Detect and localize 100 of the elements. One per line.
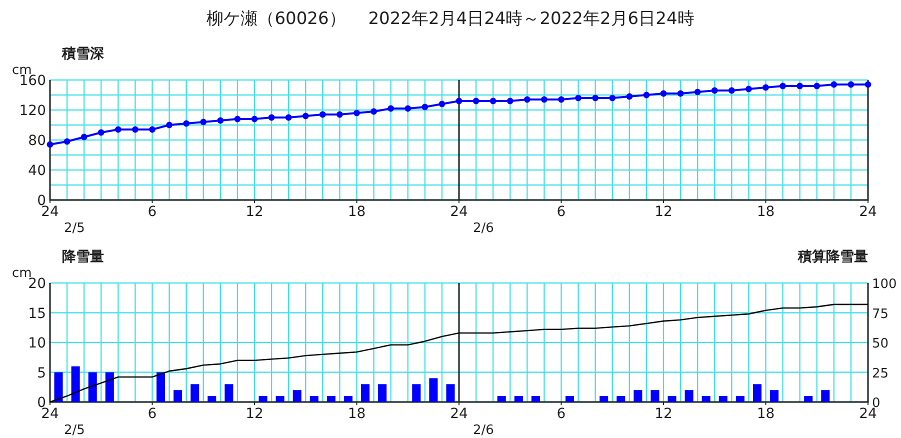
bar: [208, 396, 216, 402]
y-tick-label: 5: [37, 365, 46, 382]
point: [370, 108, 377, 115]
bar: [616, 396, 626, 402]
point: [132, 126, 138, 133]
point: [558, 96, 564, 103]
point: [183, 120, 190, 127]
y-tick-label: 120: [19, 103, 46, 119]
bar: [634, 390, 642, 402]
y-tick-label: 40: [28, 163, 46, 179]
point: [728, 87, 735, 94]
x-tick-label: 6: [148, 406, 157, 422]
x-tick-label: 24: [41, 406, 59, 422]
y2-axis-title: 積算降雪量: [797, 249, 868, 265]
y-tick-label: 80: [28, 133, 46, 149]
x-tick-label: 24: [859, 406, 877, 422]
bar: [446, 384, 455, 402]
y-tick-label: 10: [28, 336, 46, 352]
chart-subtitle: 積雪深: [61, 46, 105, 62]
bar: [429, 378, 438, 402]
point: [677, 90, 684, 97]
bar: [736, 396, 744, 402]
bar: [378, 384, 387, 402]
point: [217, 117, 224, 124]
bar: [684, 390, 694, 402]
point: [830, 81, 838, 88]
point: [268, 114, 275, 121]
bar: [804, 396, 813, 402]
point: [609, 94, 616, 102]
bar: [88, 372, 97, 402]
x-tick-label: 18: [348, 406, 366, 422]
text: 2/5: [64, 423, 85, 438]
point: [80, 134, 88, 140]
point: [541, 96, 548, 103]
point: [285, 114, 292, 121]
point: [302, 112, 309, 120]
point: [575, 94, 582, 102]
point: [592, 94, 599, 102]
bar: [156, 372, 166, 402]
y-tick-label: 20: [28, 276, 46, 292]
bar: [752, 384, 762, 402]
text: 2/5: [64, 221, 85, 236]
point: [200, 118, 207, 126]
point: [251, 116, 258, 122]
bar: [276, 396, 284, 402]
x-tick-label: 12: [654, 204, 672, 220]
point: [166, 122, 172, 128]
y2-tick-label: 50: [872, 336, 889, 352]
bar: [770, 390, 779, 402]
x-tick-label: 24: [450, 204, 468, 220]
bar: [71, 366, 80, 402]
point: [456, 98, 462, 104]
point: [149, 126, 156, 133]
x-tick-label: 6: [556, 406, 566, 422]
bar: [190, 384, 200, 402]
point: [472, 98, 480, 104]
bar: [292, 390, 302, 402]
point: [319, 111, 326, 118]
point: [336, 111, 343, 118]
point: [524, 96, 530, 103]
point: [98, 129, 104, 136]
x-tick-label: 12: [654, 406, 672, 422]
x-tick-label: 24: [450, 406, 468, 422]
point: [46, 141, 54, 148]
point: [694, 88, 701, 96]
point: [64, 138, 70, 145]
x-tick-label: 24: [859, 204, 877, 220]
bar: [702, 396, 710, 402]
chart-title: 柳ケ瀬（60026） 2022年2月4日24時～2022年2月6日24時: [206, 9, 694, 29]
bar: [600, 396, 608, 402]
bar: [344, 396, 352, 402]
bar: [718, 396, 728, 402]
y2-tick-label: 25: [872, 366, 889, 382]
bar: [310, 396, 318, 402]
point: [506, 98, 514, 104]
bar: [514, 396, 523, 402]
bar: [361, 384, 370, 402]
point: [438, 100, 446, 108]
bar: [668, 396, 676, 402]
bar: [174, 390, 182, 402]
point: [746, 86, 752, 92]
bar: [326, 396, 336, 402]
point: [814, 82, 820, 90]
bar: [412, 384, 421, 402]
bar: [821, 390, 830, 402]
point: [864, 81, 872, 88]
text: 2/6: [473, 423, 494, 438]
x-tick-label: 6: [148, 204, 157, 220]
x-tick-label: 24: [41, 204, 59, 220]
bar: [224, 384, 234, 402]
point: [643, 92, 650, 98]
point: [660, 90, 667, 97]
point: [234, 116, 241, 122]
bar: [531, 396, 540, 402]
point: [354, 110, 360, 116]
bar: [497, 396, 506, 402]
bar: [566, 396, 574, 402]
y2-tick-label: 100: [872, 277, 897, 292]
x-tick-label: 18: [348, 204, 366, 220]
text: 2/6: [473, 221, 494, 236]
